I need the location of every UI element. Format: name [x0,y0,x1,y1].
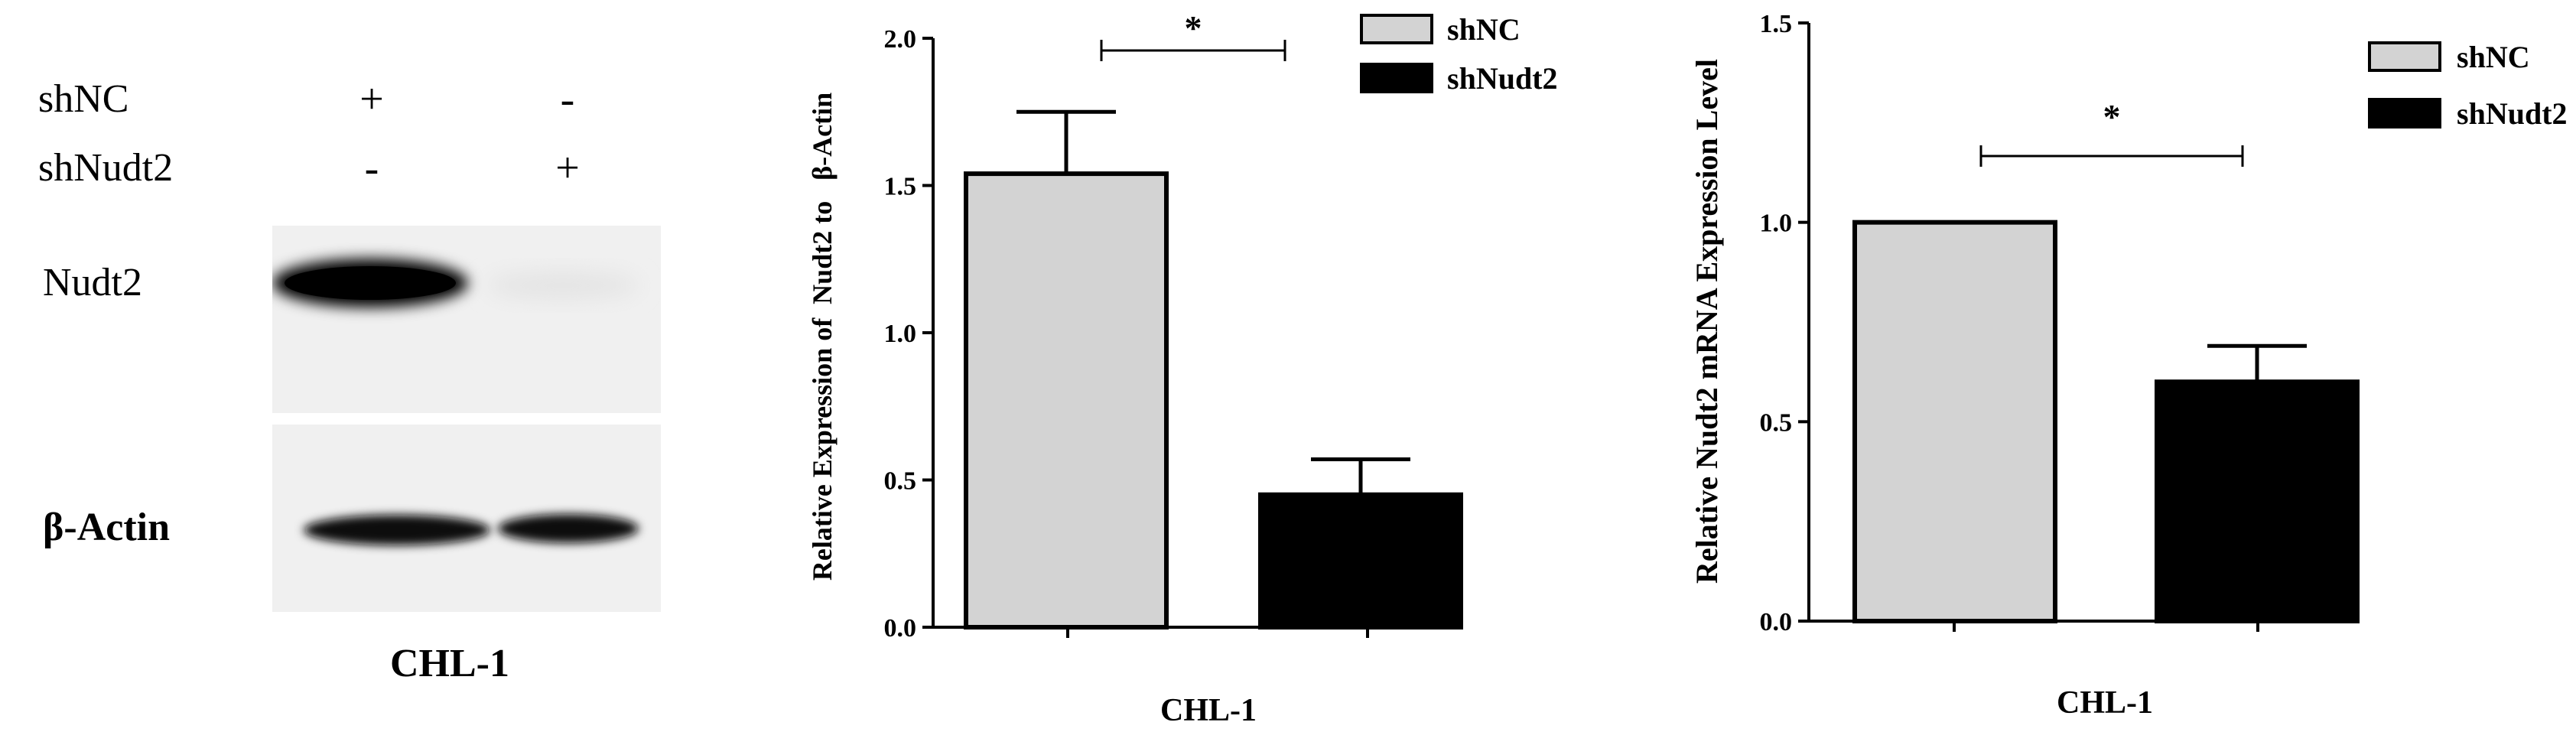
blot-actin-bands [304,514,639,545]
chart1-bar-shnudt2 [1258,492,1463,630]
band-actin-lane2 [498,514,639,543]
chart2-legend-label-shnudt2: shNudt2 [2457,96,2568,131]
chart2-y-axis-label: Relative Nudt2 mRNA Expression Level [1690,59,1724,584]
chart1-sig-star: * [1185,8,1202,47]
blot-cell-line-label: CHL-1 [390,642,509,685]
band-actin-lane1 [304,515,490,545]
chart2-x-axis-label: CHL-1 [2057,685,2153,721]
blot-image-beta-actin [272,425,661,612]
chart1-legend: shNC shNudt2 [1360,12,1558,96]
chart2-error-bars [2207,343,2307,382]
chart1-y-tick-label-4: 2.0 [884,25,917,54]
chart1-legend-label-shnc: shNC [1447,12,1521,47]
chart1-y-ticks: 0.0 0.5 1.0 1.5 2.0 [884,25,933,643]
chart1-y-tick-label-0: 0.0 [884,614,917,643]
row-label-shnudt2: shNudt2 [38,146,174,190]
chart2-y-tick-label-3: 1.5 [1760,10,1793,38]
chart1-legend-swatch-shnudt2 [1360,63,1433,93]
sign-shnudt2-lane1: - [364,145,379,192]
chart2-y-tick-label-0: 0.0 [1760,608,1793,636]
sign-shnc-lane2: - [560,76,575,123]
chart2-y-ticks: 0.0 0.5 1.0 1.5 [1760,10,1809,636]
chart2-legend-label-shnc: shNC [2457,40,2530,74]
chart2-bars [1852,220,2360,623]
row-label-shnc: shNC [38,77,129,121]
band-label-nudt2: Nudt2 [43,261,142,304]
chart1-x-axis-label: CHL-1 [1160,693,1257,728]
chart1-bar-shnc [964,171,1169,630]
chart1-bars [964,171,1463,630]
band-nudt2-lane1-core [285,266,456,300]
chart1-significance: * [1100,8,1286,61]
chart1-y-tick-label-3: 1.5 [884,173,917,201]
sign-shnc-lane1: + [359,76,384,123]
sign-shnudt2-lane2: + [555,145,580,192]
chart2-legend-swatch-shnc [2368,41,2441,72]
chart2-significance: * [1979,97,2244,167]
bar-chart-protein-expression: 0.0 0.5 1.0 1.5 2.0 * shNC shNudt2 Relative … [807,8,1558,728]
chart2-y-tick-label-1: 0.5 [1760,408,1793,437]
chart2-bar-shnc [1852,220,2057,623]
band-nudt2-lane2 [486,272,639,299]
chart2-bar-shnudt2 [2155,379,2360,623]
chart1-y-tick-label-1: 0.5 [884,467,917,496]
chart1-error-bars [1016,109,1410,495]
chart2-sig-star: * [2103,97,2121,136]
chart2-legend-swatch-shnudt2 [2368,98,2441,129]
band-label-beta-actin: β-Actin [43,506,171,549]
chart1-y-axis-label: Relative Expression of Nudt2 to β-Actin [807,93,838,581]
bar-chart-mrna-expression: 0.0 0.5 1.0 1.5 * shNC shNudt2 Relative Nud… [1690,10,2568,721]
blot-nudt2-bands [272,259,639,307]
blot-image-nudt2 [272,226,661,413]
chart2-y-tick-label-2: 1.0 [1760,210,1793,238]
chart2-legend: shNC shNudt2 [2368,40,2568,131]
chart1-y-tick-label-2: 1.0 [884,320,917,348]
chart1-legend-swatch-shnc [1360,14,1433,44]
chart1-legend-label-shnudt2: shNudt2 [1447,61,1558,96]
